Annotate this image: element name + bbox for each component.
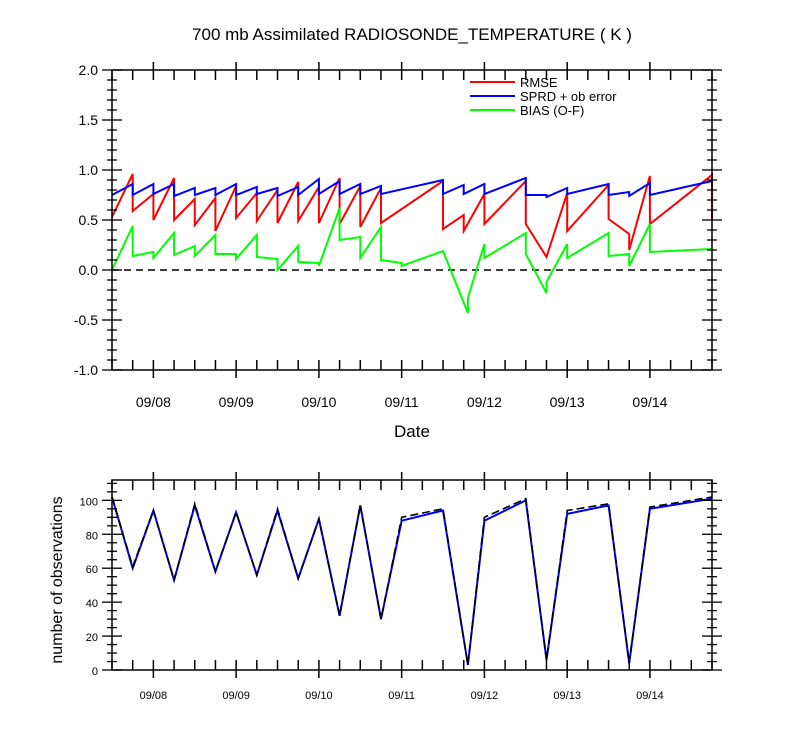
x-tick-label: 09/14 (636, 690, 664, 702)
y-tick-label: 0.5 (79, 212, 99, 228)
x-axis-label: Date (394, 422, 430, 441)
bottom-axes: 09/08 09/09 09/10 09/11 09/12 09/13 09/14 0 20 40… (80, 472, 722, 702)
x-tick-label: 09/11 (385, 394, 419, 410)
chart-title: 700 mb Assimilated RADIOSONDE_TEMPERATUR… (192, 25, 632, 44)
y-tick-label: 0.0 (79, 262, 99, 278)
series-line-3 (111, 207, 713, 314)
x-tick-label: 09/08 (136, 394, 171, 410)
x-tick-label: 09/11 (388, 690, 415, 702)
y-tick-label: 0 (92, 666, 98, 678)
x-tick-label: 09/12 (471, 690, 499, 702)
y-tick-label: 80 (86, 530, 98, 542)
x-tick-label: 09/10 (305, 690, 333, 702)
y-tick-label: 40 (86, 598, 98, 610)
legend-label: SPRD + ob error (520, 89, 617, 104)
y-tick-label: 1.0 (79, 162, 99, 178)
bottom-panel: 09/08 09/09 09/10 09/11 09/12 09/13 09/14 0 20 40… (49, 472, 722, 702)
y-tick-label: 1.5 (79, 112, 99, 128)
series-line-2 (111, 496, 713, 666)
plot-frame (111, 69, 713, 371)
x-tick-label: 09/10 (301, 394, 336, 410)
x-tick-label: 09/14 (632, 394, 667, 410)
y-tick-label: -0.5 (74, 312, 98, 328)
series-line-2 (111, 176, 713, 199)
legend-label: BIAS (O-F) (520, 103, 584, 118)
x-tick-label: 09/09 (222, 690, 250, 702)
plot-frame (111, 479, 713, 671)
y-tick-label: 20 (86, 632, 98, 644)
y-axis-label: number of observations (49, 496, 66, 663)
y-tick-label: 2.0 (79, 62, 99, 78)
y-tick-label: 60 (86, 564, 98, 576)
top-panel: 09/08 09/09 09/10 09/11 09/12 09/13 09/14 -1.0 -… (74, 62, 722, 441)
bottom-series-lines (111, 496, 713, 666)
legend-label: RMSE (520, 75, 558, 90)
series-line-1 (111, 496, 713, 666)
x-tick-label: 09/08 (140, 690, 168, 702)
top-axes: 09/08 09/09 09/10 09/11 09/12 09/13 09/14 -1.0 -… (74, 62, 722, 410)
x-tick-label: 09/12 (467, 394, 502, 410)
x-tick-label: 09/13 (553, 690, 581, 702)
x-tick-label: 09/13 (550, 394, 585, 410)
y-tick-label: -1.0 (74, 362, 98, 378)
x-tick-label: 09/09 (219, 394, 254, 410)
series-line-1 (111, 172, 713, 260)
top-series-lines (111, 172, 713, 314)
y-tick-label: 100 (80, 496, 98, 508)
